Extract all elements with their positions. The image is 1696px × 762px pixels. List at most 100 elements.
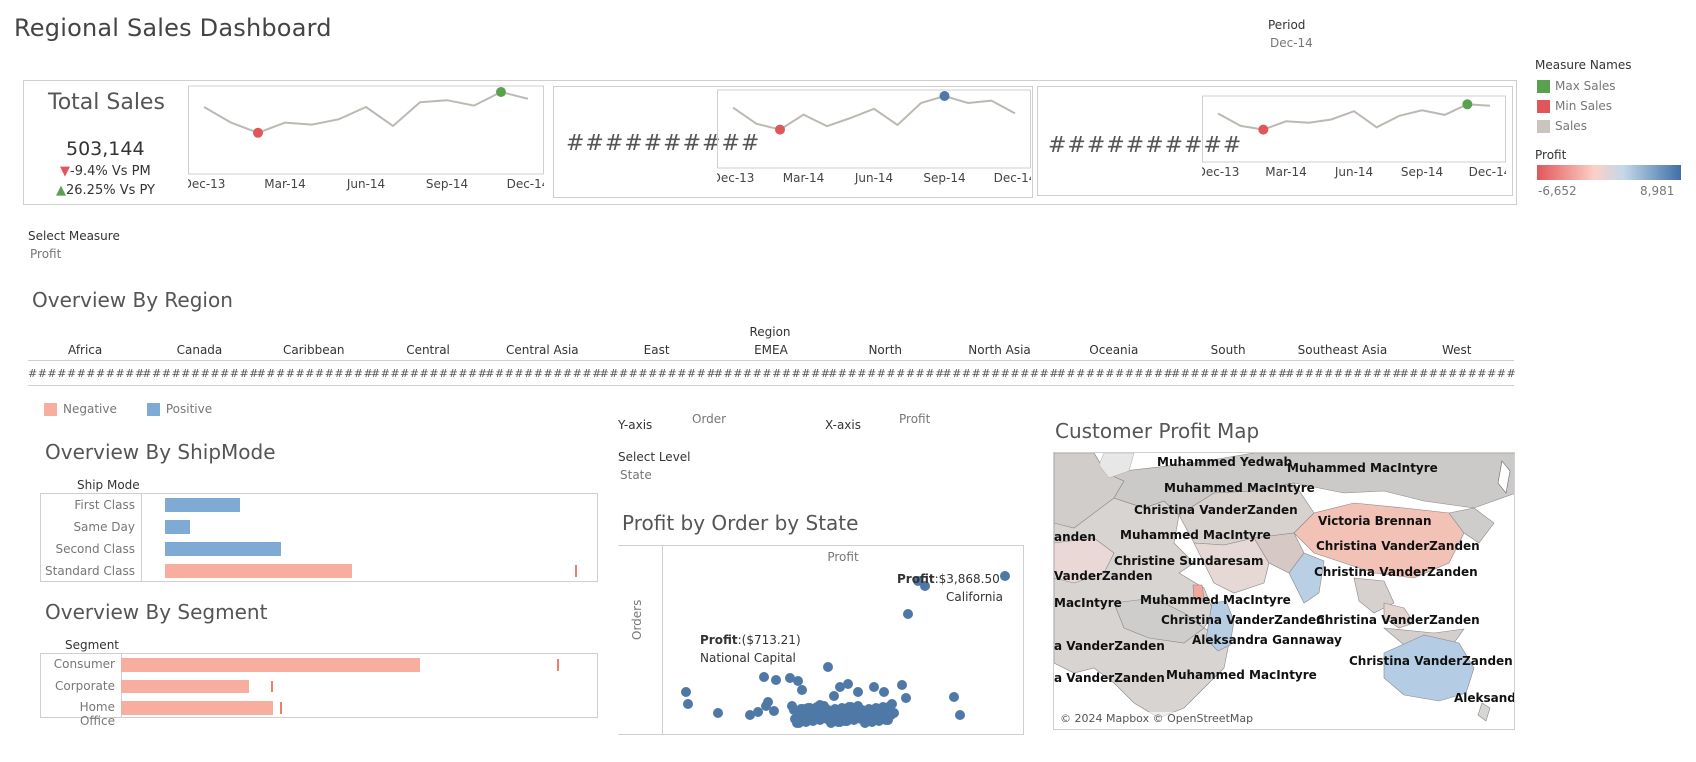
- scatter-point[interactable]: [713, 708, 723, 718]
- scatter-point[interactable]: [955, 710, 965, 720]
- region-column-header[interactable]: Southeast Asia: [1297, 343, 1388, 357]
- negative-label[interactable]: Negative: [63, 402, 117, 416]
- scatter-point[interactable]: [745, 710, 755, 720]
- scatter-point[interactable]: [823, 662, 833, 672]
- region-column-header[interactable]: Africa: [68, 343, 103, 357]
- region-column-header[interactable]: Central Asia: [506, 343, 579, 357]
- scatter-point[interactable]: [866, 708, 876, 718]
- scatter-point[interactable]: [829, 713, 839, 723]
- scatter-point[interactable]: [793, 676, 803, 686]
- bar-corporate[interactable]: [121, 679, 250, 693]
- map-label: a VanderZanden: [1054, 639, 1165, 653]
- max-sales-point[interactable]: [939, 91, 950, 101]
- region-cell[interactable]: ############: [1170, 366, 1288, 380]
- scatter-point[interactable]: [920, 581, 930, 591]
- min-sales-point[interactable]: [253, 127, 263, 138]
- region-column-header[interactable]: EMEA: [754, 343, 788, 357]
- period-filter-value[interactable]: Dec-14: [1270, 36, 1313, 50]
- legend-item-max-sales[interactable]: Max Sales: [1537, 76, 1616, 96]
- scatter-point[interactable]: [853, 687, 863, 697]
- scatter-point[interactable]: [683, 699, 693, 709]
- region-cell[interactable]: ############: [599, 366, 717, 380]
- map-attribution[interactable]: © 2024 Mapbox © OpenStreetMap: [1060, 712, 1254, 725]
- dashboard-title: Regional Sales Dashboard: [14, 14, 332, 42]
- region-cell[interactable]: ############: [256, 366, 374, 380]
- scatter-frame: [618, 545, 1024, 735]
- scatter-point[interactable]: [759, 672, 769, 682]
- region-cell[interactable]: ############: [142, 366, 259, 380]
- positive-swatch: [146, 402, 160, 416]
- customer-profit-map[interactable]: Muhammed Yedwab Muhammed MacIntyre Muham…: [1053, 452, 1515, 730]
- bar-standard-class[interactable]: [165, 564, 352, 578]
- bar-home-office[interactable]: [121, 701, 273, 715]
- scatter-point[interactable]: [769, 706, 779, 716]
- min-sales-point[interactable]: [1258, 124, 1269, 135]
- region-cell[interactable]: ############: [713, 366, 831, 380]
- scatter-point[interactable]: [897, 680, 907, 690]
- region-column-header[interactable]: Canada: [176, 343, 223, 357]
- scatter-point[interactable]: [901, 693, 911, 703]
- scatter-point[interactable]: [903, 609, 913, 619]
- region-cell[interactable]: ############: [828, 366, 945, 380]
- scatter-point[interactable]: [829, 691, 839, 701]
- scatter-point[interactable]: [819, 701, 829, 711]
- scatter-point[interactable]: [803, 703, 813, 713]
- bar-first-class[interactable]: [165, 498, 240, 512]
- region-column-header[interactable]: East: [643, 343, 670, 357]
- region-column-header[interactable]: South: [1210, 343, 1246, 357]
- bar-consumer[interactable]: [121, 658, 421, 672]
- region-column-header[interactable]: Caribbean: [282, 343, 345, 357]
- scatter-point[interactable]: [835, 682, 845, 692]
- scatter-point[interactable]: [855, 705, 865, 715]
- scatter-point[interactable]: [818, 710, 828, 720]
- region-cell[interactable]: ############: [28, 366, 145, 380]
- scatter-point[interactable]: [844, 702, 854, 712]
- down-arrow-icon: ▼: [60, 164, 70, 179]
- scatter-point[interactable]: [771, 675, 781, 685]
- bar-second-class[interactable]: [165, 542, 282, 556]
- scatter-point[interactable]: [843, 679, 853, 689]
- sales-sparkline-2[interactable]: Dec-13 Mar-14 Jun-14 Sep-14 Dec-14: [717, 88, 1031, 194]
- scatter-point[interactable]: [763, 697, 773, 707]
- region-cell[interactable]: ############: [1399, 366, 1517, 380]
- region-cell[interactable]: ############: [485, 366, 602, 380]
- region-column-header[interactable]: Central: [406, 343, 450, 357]
- legend-item-min-sales[interactable]: Min Sales: [1537, 96, 1616, 116]
- y-axis-value[interactable]: Order: [692, 412, 727, 426]
- region-column-header[interactable]: North: [868, 343, 902, 357]
- bar-same-day[interactable]: [165, 520, 190, 534]
- scatter-point[interactable]: [753, 707, 763, 717]
- region-column-header[interactable]: North Asia: [968, 343, 1031, 357]
- sales-sparkline-1[interactable]: Dec-13 Mar-14 Jun-14 Sep-14 Dec-14: [188, 84, 544, 200]
- max-sales-point[interactable]: [496, 87, 506, 97]
- scatter-point[interactable]: [1000, 571, 1010, 581]
- region-cell[interactable]: ############: [370, 366, 488, 380]
- scatter-point[interactable]: [681, 687, 691, 697]
- positive-label[interactable]: Positive: [165, 402, 213, 416]
- region-cell[interactable]: ############: [1056, 366, 1174, 380]
- region-cell[interactable]: ############: [1285, 366, 1402, 380]
- scatter-point[interactable]: [840, 716, 850, 726]
- scatter-point[interactable]: [792, 718, 802, 728]
- scatter-point[interactable]: [885, 701, 895, 711]
- scatter-point[interactable]: [913, 576, 923, 586]
- scatter-point[interactable]: [949, 692, 959, 702]
- bar-category-label: First Class: [74, 497, 135, 512]
- select-level-value[interactable]: State: [620, 468, 652, 482]
- region-column-header[interactable]: Oceania: [1089, 343, 1139, 357]
- max-sales-point[interactable]: [1462, 99, 1473, 110]
- sales-sparkline-3[interactable]: Dec-13 Mar-14 Jun-14 Sep-14 Dec-14: [1202, 94, 1506, 188]
- select-measure-value[interactable]: Profit: [30, 247, 62, 261]
- scatter-point[interactable]: [879, 687, 889, 697]
- x-axis-value[interactable]: Profit: [899, 412, 931, 426]
- region-column-header[interactable]: West: [1441, 343, 1472, 357]
- annotation-value: :$3,868.50: [934, 572, 1000, 586]
- scatter-point[interactable]: [785, 673, 795, 683]
- legend-item-sales[interactable]: Sales: [1537, 116, 1616, 136]
- scatter-point[interactable]: [797, 685, 807, 695]
- scatter-points[interactable]: [662, 566, 1024, 734]
- scatter-point[interactable]: [881, 715, 891, 725]
- min-sales-point[interactable]: [775, 124, 785, 135]
- region-cell[interactable]: ############: [942, 366, 1059, 380]
- scatter-point[interactable]: [869, 682, 879, 692]
